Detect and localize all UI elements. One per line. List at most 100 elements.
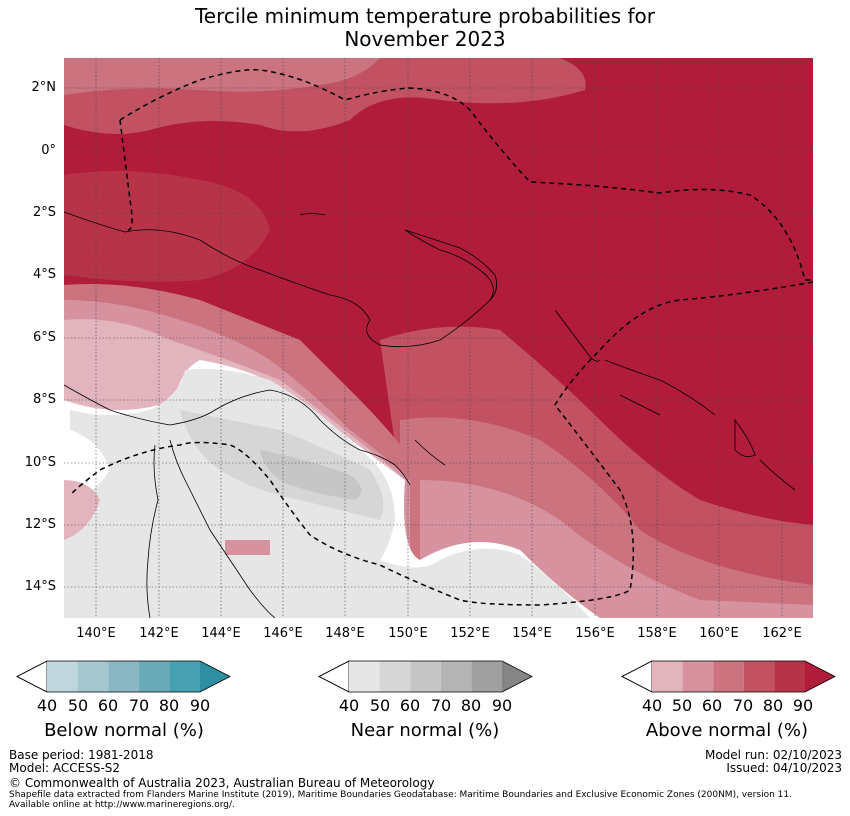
colorbar-segment [713, 661, 744, 692]
solomon-islands-1 [604, 359, 716, 416]
lat-label-10s: 10°S [24, 455, 56, 470]
cape-york-west-coast [146, 444, 159, 618]
model-run-date: Model run: 02/10/2023 [704, 748, 842, 762]
new-guinea-north-coast [64, 211, 494, 348]
solomon-islands-3 [734, 418, 756, 458]
base-period: Base period: 1981-2018 [9, 748, 154, 762]
bougainville [554, 309, 601, 362]
chart-title-line-2: November 2023 [344, 27, 506, 51]
manus-island [299, 213, 326, 216]
colorbar-segment [77, 661, 109, 692]
above-60-north [64, 58, 380, 95]
colorbar-under-triangle [16, 660, 48, 693]
colorbar-below-title: Below normal (%) [44, 720, 204, 741]
gridlines [64, 58, 813, 618]
colorbar-below-normal [16, 660, 231, 693]
lon-label-146e: 146°E [263, 626, 303, 641]
new-britain [404, 229, 498, 301]
lon-label-148e: 148°E [325, 626, 365, 641]
tick-label: 60 [701, 696, 723, 715]
colorbar-under-triangle [621, 660, 653, 693]
solomon-islands-2 [619, 394, 661, 416]
tick-label: 80 [158, 696, 180, 715]
colorbar-above-title: Above normal (%) [645, 720, 809, 741]
lon-label-160e: 160°E [699, 626, 739, 641]
colorbar-over-triangle [805, 661, 835, 692]
lat-label-2s: 2°S [32, 205, 56, 220]
lon-label-144e: 144°E [201, 626, 241, 641]
tick-label: 50 [671, 696, 693, 715]
lon-label-142e: 142°E [139, 626, 179, 641]
coastlines [64, 211, 796, 618]
above-40-cape [64, 480, 100, 540]
near-70-region [260, 450, 362, 500]
lat-label-8s: 8°S [32, 392, 56, 407]
above-80-west [64, 171, 270, 282]
colorbar-segment [47, 661, 78, 692]
new-guinea-south-coast [64, 384, 411, 486]
copyright-notice: © Commonwealth of Australia 2023, Austra… [9, 776, 435, 790]
shapefile-credit-line-1: Shapefile data extracted from Flanders M… [9, 790, 792, 800]
colorbar-segment [138, 661, 170, 692]
tick-label: 90 [792, 696, 814, 715]
tick-label: 70 [732, 696, 754, 715]
shapefile-credit-line-2: Available online at http://www.marinereg… [9, 800, 235, 810]
colorbar-segment [774, 661, 805, 692]
lon-label-150e: 150°E [388, 626, 428, 641]
colorbar-segment [471, 661, 502, 692]
tick-label: 50 [67, 696, 89, 715]
solomon-islands-4 [759, 459, 796, 491]
lat-label-4s: 4°S [32, 267, 56, 282]
lon-label-162e: 162°E [762, 626, 802, 641]
louisiade-islands [414, 439, 446, 466]
tick-label: 60 [399, 696, 421, 715]
colorbar-segment [743, 661, 775, 692]
tick-label: 70 [430, 696, 452, 715]
lon-label-158e: 158°E [637, 626, 677, 641]
colorbar-outline [621, 660, 836, 693]
eez-boundaries [69, 68, 813, 606]
colorbar-segment [410, 661, 441, 692]
tick-label: 90 [491, 696, 513, 715]
colorbar-segment [682, 661, 714, 692]
probability-field [64, 58, 813, 618]
colorbar-segment [379, 661, 411, 692]
tick-label: 50 [369, 696, 391, 715]
tick-label: 40 [641, 696, 663, 715]
tick-label: 80 [762, 696, 784, 715]
lon-label-154e: 154°E [512, 626, 552, 641]
colorbar-segment [169, 661, 200, 692]
tick-label: 60 [97, 696, 119, 715]
lon-label-152e: 152°E [450, 626, 490, 641]
colorbar-outline [318, 660, 533, 693]
colorbar-above-normal [621, 660, 836, 693]
colorbar-segment [440, 661, 472, 692]
tick-label: 80 [460, 696, 482, 715]
colorbar-near-title: Near normal (%) [350, 720, 500, 741]
lat-label-14s: 14°S [24, 579, 56, 594]
tick-label: 70 [128, 696, 150, 715]
lat-label-0: 0° [41, 143, 56, 158]
colorbar-segment [652, 661, 683, 692]
lat-label-6s: 6°S [32, 330, 56, 345]
lat-label-2n: 2°N [31, 80, 57, 95]
cape-york-east-coast [169, 439, 276, 618]
above-50-patch [225, 540, 270, 555]
chart-title-line-1: Tercile minimum temperature probabilitie… [194, 4, 656, 28]
colorbar-over-triangle [200, 661, 230, 692]
colorbar-outline [16, 660, 231, 693]
model-name: Model: ACCESS-S2 [9, 761, 121, 775]
colorbar-under-triangle [318, 660, 350, 693]
tick-label: 90 [189, 696, 211, 715]
colorbar-over-triangle [502, 661, 532, 692]
lon-label-156e: 156°E [575, 626, 615, 641]
tick-label: 40 [36, 696, 58, 715]
tick-label: 40 [338, 696, 360, 715]
colorbar-segment [108, 661, 139, 692]
colorbar-segment [349, 661, 380, 692]
png-eez-west [119, 119, 133, 231]
colorbar-near-normal [318, 660, 533, 693]
issued-date: Issued: 04/10/2023 [726, 761, 842, 775]
lon-label-140e: 140°E [76, 626, 116, 641]
